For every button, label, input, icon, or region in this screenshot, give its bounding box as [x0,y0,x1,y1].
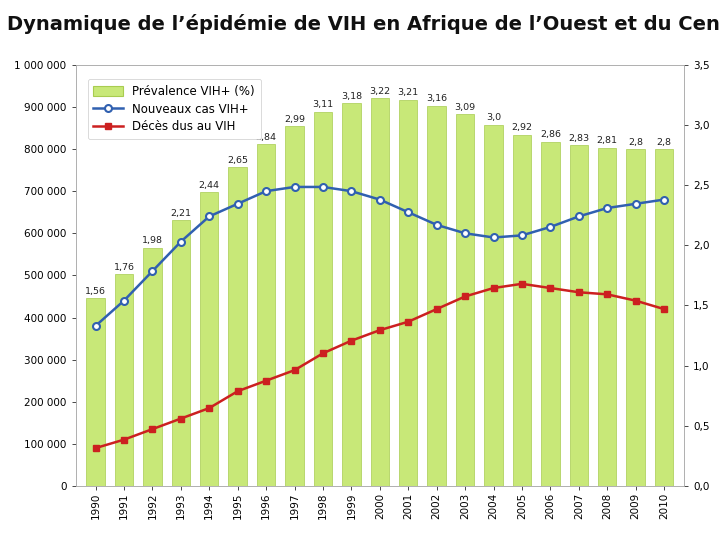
Nouveaux cas VIH+ [546,224,554,230]
Bar [228,167,247,486]
Line: Nouveaux cas VIH+: Nouveaux cas VIH+ [92,184,667,329]
Text: 3,16: 3,16 [426,94,447,103]
Bar [314,112,332,486]
Text: 3,11: 3,11 [312,100,333,109]
Text: Dynamique de l’épidémie de VIH en Afrique de l’Ouest et du Centre: Dynamique de l’épidémie de VIH en Afriqu… [7,14,720,33]
Nouveaux cas VIH+ [176,239,185,245]
Bar [200,192,218,486]
Bar [456,114,474,486]
Nouveaux cas VIH+ [660,197,668,203]
Bar [257,144,275,486]
Décès dus au VIH [489,285,498,291]
Bar [513,134,531,486]
Décès dus au VIH [375,327,384,333]
Text: 3,09: 3,09 [454,103,476,112]
Décès dus au VIH [631,298,640,304]
Text: 3,18: 3,18 [341,92,362,101]
Bar [428,106,446,486]
Text: 2,81: 2,81 [597,136,618,145]
Text: 2,44: 2,44 [199,181,220,190]
Bar [143,248,161,486]
Text: 1,98: 1,98 [142,236,163,245]
Text: 1,76: 1,76 [114,262,135,272]
Bar [285,126,304,486]
Text: 2,99: 2,99 [284,114,305,124]
Bar [86,298,104,486]
Text: 2,8: 2,8 [628,138,643,146]
Bar [598,148,616,486]
Text: 2,65: 2,65 [227,156,248,165]
Bar [541,142,559,486]
Nouveaux cas VIH+ [603,205,611,211]
Décès dus au VIH [233,388,242,394]
Nouveaux cas VIH+ [319,184,328,190]
Legend: Prévalence VIH+ (%), Nouveaux cas VIH+, Décès dus au VIH: Prévalence VIH+ (%), Nouveaux cas VIH+, … [88,79,261,139]
Nouveaux cas VIH+ [461,230,469,237]
Nouveaux cas VIH+ [205,213,214,220]
Décès dus au VIH [518,281,526,287]
Bar [342,103,361,486]
Décès dus au VIH [148,426,157,433]
Text: 2,8: 2,8 [657,138,672,146]
Décès dus au VIH [262,377,271,384]
Nouveaux cas VIH+ [262,188,271,194]
Décès dus au VIH [290,367,299,374]
Nouveaux cas VIH+ [518,232,526,239]
Décès dus au VIH [461,293,469,300]
Nouveaux cas VIH+ [347,188,356,194]
Nouveaux cas VIH+ [404,209,413,215]
Text: 2,83: 2,83 [568,134,590,143]
Text: 3,21: 3,21 [397,88,419,97]
Text: 3,0: 3,0 [486,113,501,123]
Bar [626,149,645,486]
Bar [114,274,133,486]
Nouveaux cas VIH+ [575,213,583,220]
Décès dus au VIH [120,436,128,443]
Nouveaux cas VIH+ [120,298,128,304]
Nouveaux cas VIH+ [233,200,242,207]
Décès dus au VIH [432,306,441,312]
Décès dus au VIH [176,415,185,422]
Nouveaux cas VIH+ [290,184,299,190]
Text: 2,21: 2,21 [171,208,192,218]
Décès dus au VIH [404,319,413,325]
Bar [570,145,588,486]
Nouveaux cas VIH+ [489,234,498,241]
Bar [399,100,418,486]
Bar [171,220,190,486]
Décès dus au VIH [205,405,214,411]
Décès dus au VIH [91,445,100,451]
Décès dus au VIH [660,306,668,312]
Décès dus au VIH [603,291,611,298]
Nouveaux cas VIH+ [631,200,640,207]
Text: 2,86: 2,86 [540,130,561,139]
Text: 2,84: 2,84 [256,133,276,141]
Nouveaux cas VIH+ [91,323,100,329]
Décès dus au VIH [347,338,356,344]
Line: Décès dus au VIH: Décès dus au VIH [92,280,667,451]
Text: 1,56: 1,56 [85,287,106,296]
Bar [655,149,673,486]
Nouveaux cas VIH+ [432,221,441,228]
Bar [485,125,503,486]
Nouveaux cas VIH+ [375,197,384,203]
Text: 3,22: 3,22 [369,87,390,96]
Décès dus au VIH [546,285,554,291]
Bar [371,98,389,486]
Nouveaux cas VIH+ [148,268,157,274]
Décès dus au VIH [575,289,583,295]
Décès dus au VIH [319,350,328,356]
Text: 2,92: 2,92 [511,123,533,132]
